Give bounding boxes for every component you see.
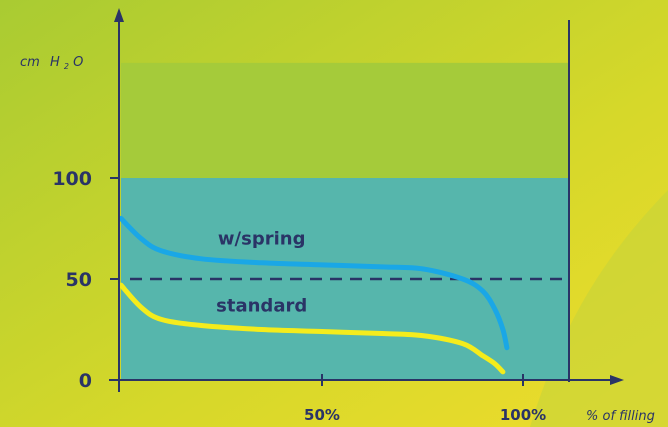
- y-tick-label-1: 50: [66, 269, 92, 291]
- series-label-0: w/spring: [218, 229, 306, 250]
- y-axis-label-sub: 2: [64, 62, 69, 71]
- y-tick-label-0: 0: [79, 370, 92, 392]
- y-axis-label: cm H 2 O: [20, 55, 83, 73]
- y-tick-label-2: 100: [52, 168, 92, 190]
- series-label-1: standard: [216, 295, 307, 316]
- y-axis-label-o: O: [73, 55, 83, 70]
- series-line-1: [118, 282, 506, 375]
- x-tick-label-0: 50%: [304, 406, 340, 424]
- x-tick-label-1: 100%: [500, 406, 546, 424]
- y-axis-label-base: cm: [20, 55, 40, 70]
- y-axis-label-h: H: [50, 55, 60, 70]
- band-upper: [121, 62, 569, 178]
- tick-layer: 0 50 100 50% 100%: [52, 168, 546, 424]
- y-axis-arrow-icon: [114, 8, 124, 22]
- series-line-0: [118, 215, 510, 351]
- x-axis-arrow-icon: [610, 375, 624, 385]
- series-layer: w/spring standard: [118, 215, 510, 375]
- x-axis-label: % of filling: [586, 409, 655, 424]
